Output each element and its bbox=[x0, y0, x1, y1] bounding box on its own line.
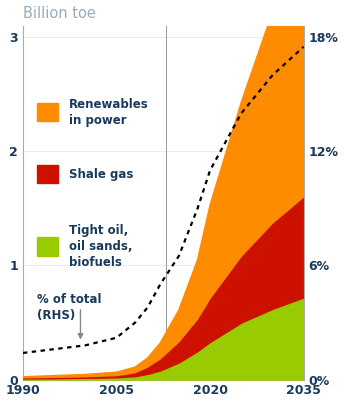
Bar bbox=[37, 237, 58, 256]
Text: Renewables
in power: Renewables in power bbox=[69, 98, 149, 127]
Bar bbox=[37, 103, 58, 121]
Text: Tight oil,
oil sands,
biofuels: Tight oil, oil sands, biofuels bbox=[69, 224, 133, 269]
Bar bbox=[37, 165, 58, 183]
Text: Shale gas: Shale gas bbox=[69, 168, 133, 181]
Text: % of total
(RHS): % of total (RHS) bbox=[37, 293, 101, 322]
Text: Billion toe: Billion toe bbox=[23, 6, 96, 21]
